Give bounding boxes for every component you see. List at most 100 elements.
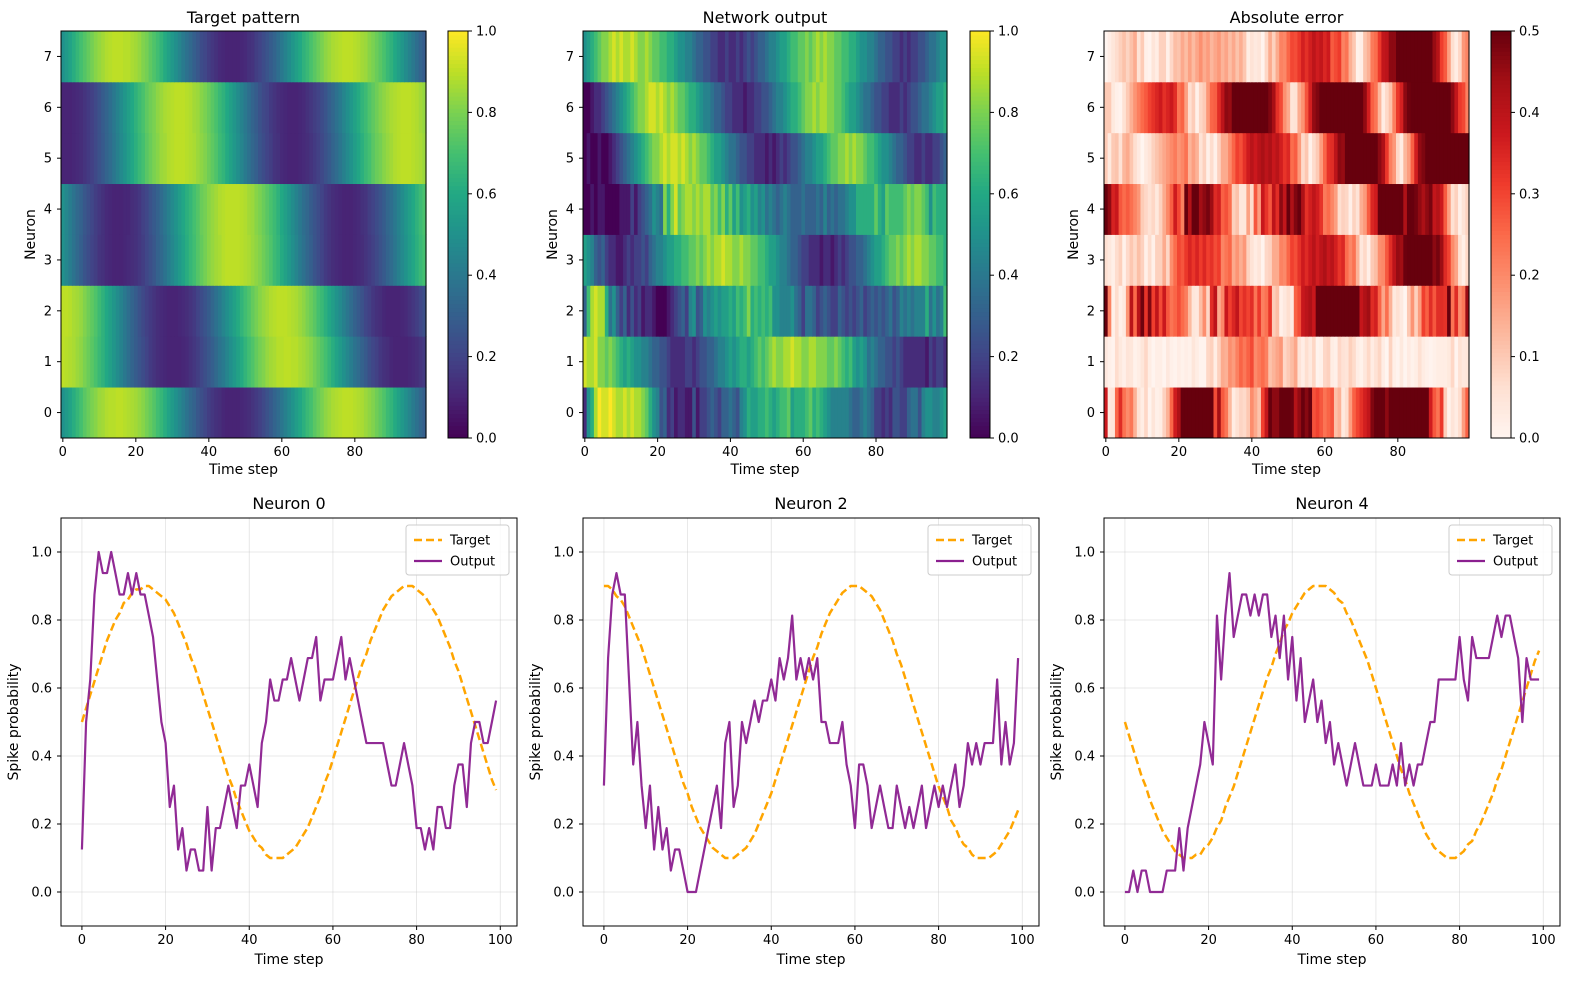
heatmap-cell (870, 183, 875, 235)
heatmap-cell (1195, 81, 1200, 134)
colorbar-swatch (970, 332, 990, 337)
heatmap-cell (1417, 387, 1423, 439)
heatmap-cell (706, 81, 711, 134)
heatmap-cell (841, 234, 846, 286)
heatmap-cell (921, 31, 926, 83)
y-axis-label: Neuron (545, 209, 561, 260)
heatmap-cell (684, 234, 690, 286)
heatmap-cell (626, 336, 631, 388)
heatmap-cell (239, 31, 245, 83)
heatmap-cell (93, 234, 99, 286)
colorbar-swatch (970, 83, 990, 89)
heatmap-cell (819, 31, 824, 83)
heatmap-cell (228, 132, 234, 185)
heatmap-cell (739, 234, 744, 286)
heatmap-cell (1246, 183, 1251, 235)
heatmap-cell (316, 234, 321, 286)
heatmap-cell (1184, 336, 1189, 388)
heatmap-cell (338, 285, 343, 337)
heatmap-cell (925, 285, 930, 337)
heatmap-cell (312, 183, 318, 235)
x-tick-label: 20 (679, 933, 696, 948)
heatmap-cell (258, 183, 263, 235)
heatmap-cell (1166, 183, 1171, 235)
heatmap-cell (199, 183, 204, 235)
heatmap-cell (163, 81, 168, 134)
heatmap-cell (1399, 183, 1404, 235)
heatmap-cell (1436, 81, 1441, 134)
heatmap-cell (1301, 31, 1306, 83)
heatmap-cell (699, 336, 704, 388)
heatmap-cell (170, 81, 175, 134)
heatmap-cell (1125, 285, 1131, 337)
heatmap-cell (385, 285, 391, 337)
heatmap-cell (1414, 285, 1419, 337)
heatmap-cell (1377, 234, 1382, 286)
x-tick-label: 60 (1317, 445, 1334, 460)
colorbar-swatch (1491, 75, 1511, 81)
heatmap-cell (134, 31, 139, 83)
heatmap-cell (597, 387, 602, 439)
heatmap-cell (163, 285, 168, 337)
heatmap-cell (422, 31, 427, 83)
heatmap-cell (97, 31, 102, 83)
heatmap-cell (1374, 183, 1379, 235)
heatmap-cell (349, 234, 354, 286)
colorbar-swatch (1491, 401, 1511, 406)
heatmap-cell (243, 31, 248, 83)
colorbar-swatch (1491, 165, 1511, 170)
heatmap-cell (1344, 387, 1350, 439)
colorbar-swatch (970, 340, 990, 345)
colorbar-swatch (970, 405, 990, 411)
heatmap-cell (174, 183, 179, 235)
heatmap-cell (677, 234, 682, 286)
colorbar-swatch (970, 230, 990, 235)
heatmap-cell (1461, 31, 1466, 83)
heatmap-cell (936, 31, 941, 83)
heatmap-cell (1209, 132, 1215, 185)
colorbar-swatch (1491, 332, 1511, 337)
heatmap-cell (1198, 336, 1204, 388)
heatmap-cell (1239, 183, 1244, 235)
heatmap-cell (881, 387, 886, 439)
heatmap-cell (254, 81, 259, 134)
heatmap-cell (1271, 336, 1277, 388)
heatmap-cell (601, 31, 606, 83)
heatmap-cell (1111, 132, 1116, 185)
heatmap-cell (320, 234, 325, 286)
colorbar-swatch (448, 234, 468, 240)
heatmap-cell (743, 183, 748, 235)
heatmap-cell (644, 81, 650, 134)
heatmap-cell (1399, 387, 1404, 439)
heatmap-cell (848, 31, 853, 83)
colorbar-swatch (1491, 79, 1511, 85)
heatmap-cell (906, 183, 912, 235)
heatmap-cell (754, 285, 759, 337)
heatmap-cell (779, 183, 784, 235)
heatmap-cell (779, 81, 784, 134)
heatmap-cell (115, 132, 120, 185)
heatmap-cell (309, 31, 314, 83)
heatmap-cell (768, 285, 773, 337)
heatmap-cell (1374, 234, 1379, 286)
heatmap-cell (1151, 387, 1156, 439)
heatmap-cell (917, 31, 923, 83)
heatmap-cell (382, 387, 387, 439)
heatmap-cell (1169, 31, 1174, 83)
heatmap-cell (790, 234, 795, 286)
heatmap-cell (597, 81, 602, 134)
heatmap-cell (152, 234, 157, 286)
colorbar-swatch (970, 161, 990, 166)
heatmap-cell (170, 132, 175, 185)
heatmap-cell (823, 183, 828, 235)
heatmap-cell (692, 234, 697, 286)
heatmap-cell (633, 183, 639, 235)
heatmap-cell (1217, 132, 1222, 185)
heatmap-cell (1403, 387, 1408, 439)
heatmap-cell (144, 285, 150, 337)
heatmap-cell (790, 183, 795, 235)
heatmap-cell (400, 387, 405, 439)
heatmap-cell (932, 132, 937, 185)
heatmap-cell (115, 183, 120, 235)
heatmap-cell (1268, 31, 1273, 83)
